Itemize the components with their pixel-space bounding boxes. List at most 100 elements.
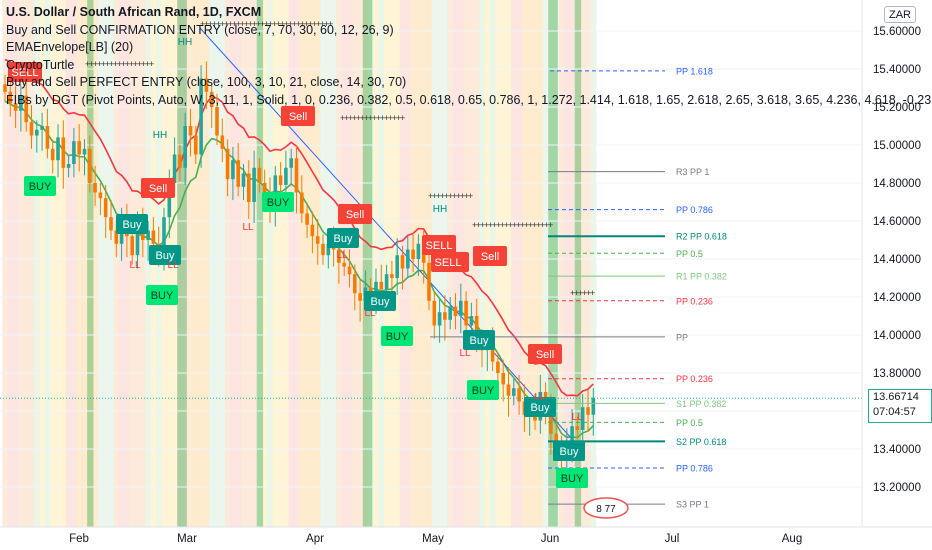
zone-stripe xyxy=(558,0,565,527)
buy-text: Buy xyxy=(470,335,489,347)
turtle-cross: + xyxy=(472,220,477,230)
x-tick-label: Apr xyxy=(306,533,324,545)
buy-signal: BUY xyxy=(146,285,178,305)
zone-stripe xyxy=(60,0,67,527)
turtle-cross: + xyxy=(428,191,433,201)
zone-stripe xyxy=(187,0,194,527)
y-tick-label: 14.00000 xyxy=(873,330,921,342)
buy-box xyxy=(327,228,359,248)
turtle-cross: + xyxy=(240,19,245,29)
pivot-label: PP 0.786 xyxy=(676,464,713,474)
sell-signal: Sell xyxy=(141,178,175,198)
buy-text: BUY xyxy=(151,290,174,302)
candle-body xyxy=(347,266,352,275)
sell-text: SELL xyxy=(426,240,453,252)
currency-button[interactable]: ZAR xyxy=(884,6,916,23)
ema-upper-line xyxy=(4,58,594,397)
buy-signal: BUY xyxy=(24,176,56,196)
candle-body xyxy=(103,198,108,218)
candle-body xyxy=(215,107,219,136)
zone-stripe xyxy=(590,0,597,527)
candle-body xyxy=(199,78,203,155)
buy-box xyxy=(556,468,588,488)
turtle-cross: + xyxy=(340,113,345,123)
sell-text: Sell xyxy=(481,251,499,263)
candle-body xyxy=(3,84,7,92)
turtle-cross: + xyxy=(508,220,513,230)
turtle-cross: + xyxy=(200,19,205,29)
sell-box xyxy=(431,252,465,272)
candle-body xyxy=(178,154,182,168)
candle-body xyxy=(88,148,92,183)
zone-stripe xyxy=(288,0,295,527)
zone-stripe xyxy=(383,0,390,527)
zone-stripe xyxy=(113,0,120,527)
candle-body xyxy=(443,312,447,320)
background-zones xyxy=(2,0,597,527)
y-axis-bg xyxy=(862,0,932,550)
turtle-cross: + xyxy=(93,59,98,69)
zone-stripe xyxy=(81,0,88,527)
turtle-cross: + xyxy=(288,19,293,29)
zone-stripe xyxy=(580,0,586,527)
candle-body xyxy=(464,300,468,326)
zone-stripe xyxy=(140,0,146,527)
ll-label: LL xyxy=(571,412,583,423)
buy-box xyxy=(467,380,499,400)
y-tick-label: 14.80000 xyxy=(873,178,921,190)
buy-signal: Buy xyxy=(463,330,495,350)
buy-signal: Buy xyxy=(116,214,148,234)
sell-text: Sell xyxy=(289,111,307,123)
turtle-cross: + xyxy=(400,113,405,123)
zone-stripe xyxy=(12,0,19,527)
signal-band xyxy=(362,0,373,527)
turtle-cross: + xyxy=(280,19,285,29)
candle-body xyxy=(252,167,256,202)
turtle-cross: + xyxy=(344,113,349,123)
candle-body xyxy=(183,126,187,168)
turtle-cross: + xyxy=(260,19,265,29)
sell-signal: Sell xyxy=(473,246,507,266)
turtle-cross: + xyxy=(356,113,361,123)
zone-stripe xyxy=(542,0,549,527)
candle-body xyxy=(353,274,357,294)
candle-body xyxy=(416,243,421,259)
turtle-cross: + xyxy=(137,59,142,69)
candle-body xyxy=(512,388,516,396)
ll-signal: LL xyxy=(167,260,179,271)
turtle-cross: + xyxy=(548,220,553,230)
candle-body xyxy=(289,158,293,168)
zone-stripe xyxy=(283,0,289,527)
sell-signal: Sell xyxy=(338,204,372,224)
trend-line xyxy=(199,27,583,451)
zone-stripe xyxy=(7,0,14,527)
pivot-label: PP xyxy=(676,332,688,342)
zone-stripe xyxy=(357,0,364,527)
zone-stripe xyxy=(18,0,24,527)
turtle-cross: + xyxy=(264,19,269,29)
candle-body xyxy=(257,167,262,183)
turtle-cross: + xyxy=(500,220,505,230)
turtle-cross: + xyxy=(578,288,583,298)
candle-body xyxy=(247,173,251,202)
turtle-cross: + xyxy=(328,19,333,29)
turtle-cross: + xyxy=(586,288,591,298)
buy-text: BUY xyxy=(472,385,495,397)
turtle-cross: + xyxy=(121,59,126,69)
candle-body xyxy=(50,148,55,161)
turtle-cross: + xyxy=(436,191,441,201)
zone-stripe xyxy=(103,0,109,527)
pivot-label: S1 PP 0.382 xyxy=(676,399,726,409)
candle-body xyxy=(236,160,240,187)
candle-body xyxy=(432,300,437,326)
buy-text: BUY xyxy=(561,473,584,485)
turtle-cross: + xyxy=(432,191,437,201)
turtle-cross: + xyxy=(272,19,277,29)
turtle-cross: + xyxy=(320,19,325,29)
signal-band xyxy=(177,0,187,527)
turtle-cross: + xyxy=(520,220,525,230)
ll-signal: LL xyxy=(129,260,141,271)
turtle-cross: + xyxy=(224,19,229,29)
